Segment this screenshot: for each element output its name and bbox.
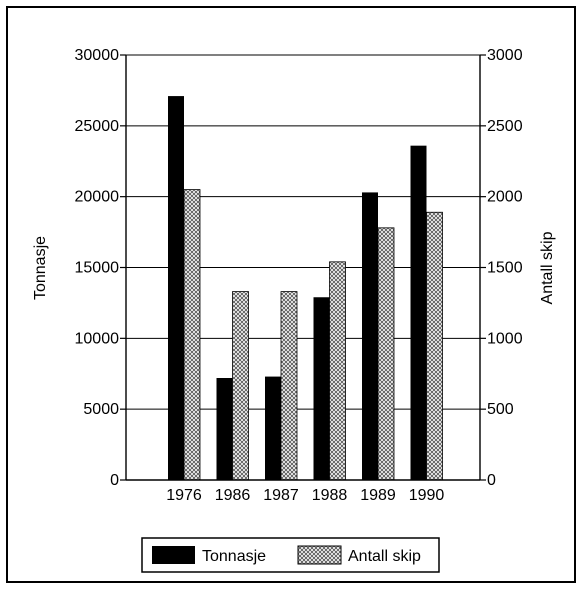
bar-tonnasje-1988 xyxy=(313,297,330,480)
bar-antall-skip-1987 xyxy=(280,291,298,481)
y-tick-label-right: 2500 xyxy=(487,118,523,135)
y-axis-label-right: Antall skip xyxy=(539,231,556,304)
y-tick-label-left: 15000 xyxy=(75,260,120,277)
legend-swatch-antall-skip xyxy=(297,545,342,565)
legend-swatch-tonnasje xyxy=(152,546,195,564)
bar-antall-skip-1990 xyxy=(426,211,443,481)
bar-antall-skip-1986 xyxy=(232,291,249,481)
y-tick-label-left: 20000 xyxy=(75,189,120,206)
bar-tonnasje-1976 xyxy=(168,96,184,480)
bar-tonnasje-1986 xyxy=(216,378,233,480)
bar-antall-skip-1989 xyxy=(377,227,395,481)
y-tick-label-left: 0 xyxy=(110,472,119,489)
y-tick-label-left: 30000 xyxy=(75,47,120,64)
y-tick-label-right: 2000 xyxy=(487,189,523,206)
bar-antall-skip-1988 xyxy=(329,261,346,481)
y-tick-label-left: 5000 xyxy=(83,401,119,418)
bar-tonnasje-1987 xyxy=(265,376,281,480)
x-tick-label: 1976 xyxy=(166,487,202,504)
legend-label-antall-skip: Antall skip xyxy=(348,548,421,565)
bar-tonnasje-1990 xyxy=(410,145,427,480)
y-tick-label-left: 25000 xyxy=(75,118,120,135)
bar-tonnasje-1989 xyxy=(362,192,378,480)
legend: Tonnasje Antall skip xyxy=(141,537,440,573)
x-tick-label: 1990 xyxy=(409,487,445,504)
y-tick-label-right: 500 xyxy=(487,401,514,418)
y-tick-label-right: 0 xyxy=(487,472,496,489)
y-tick-label-right: 3000 xyxy=(487,47,523,64)
legend-label-tonnasje: Tonnasje xyxy=(202,548,266,565)
y-tick-label-left: 10000 xyxy=(75,330,120,347)
y-axis-label-left: Tonnasje xyxy=(32,236,49,300)
x-tick-label: 1989 xyxy=(360,487,396,504)
bar-antall-skip-1976 xyxy=(183,189,201,481)
x-tick-label: 1987 xyxy=(263,487,299,504)
y-tick-label-right: 1500 xyxy=(487,260,523,277)
y-tick-label-right: 1000 xyxy=(487,330,523,347)
x-tick-label: 1988 xyxy=(312,487,348,504)
x-tick-label: 1986 xyxy=(215,487,251,504)
